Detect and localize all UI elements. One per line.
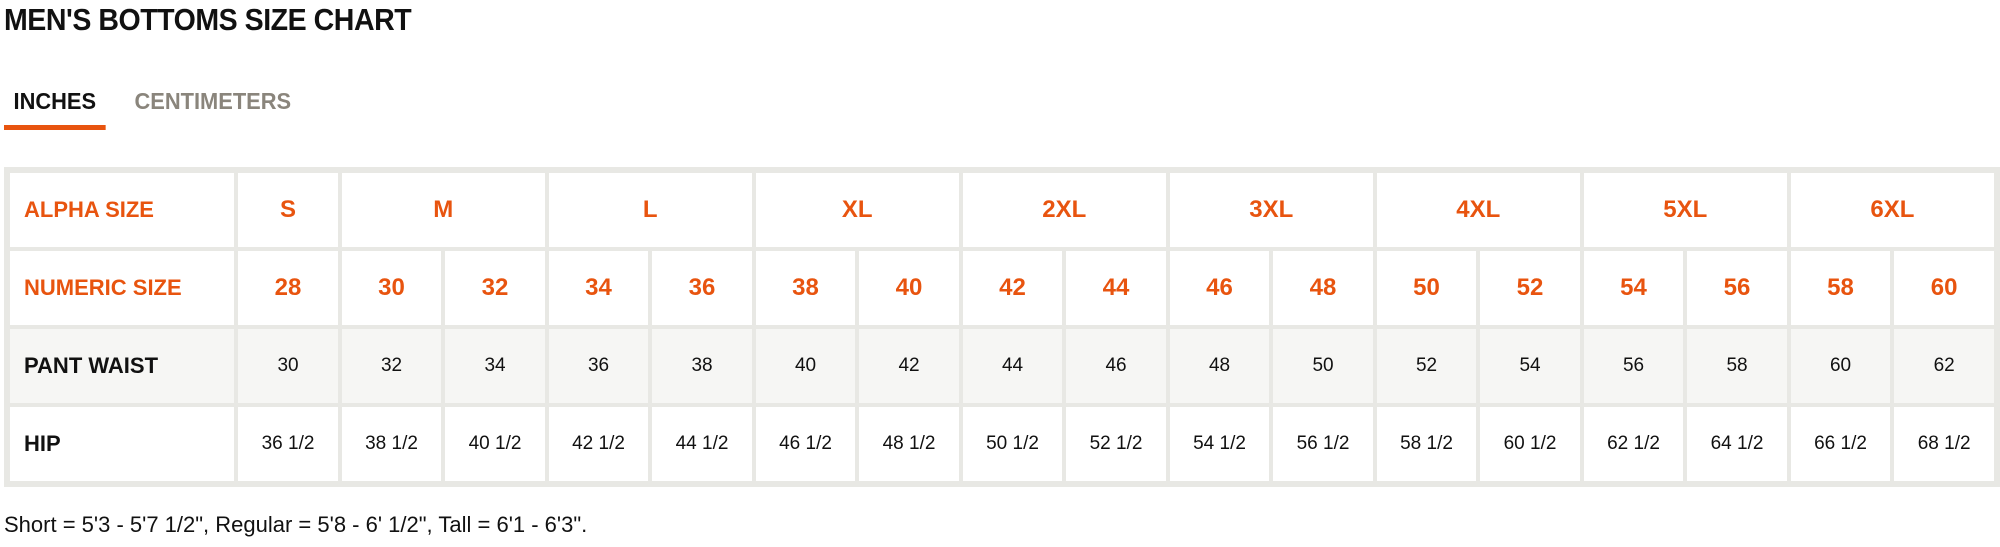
waist-cell: 62 [1894, 329, 1994, 403]
alpha-size-cell: XL [755, 173, 959, 247]
hip-cell: 54 1/2 [1169, 407, 1270, 481]
waist-cell: 58 [1687, 329, 1787, 403]
alpha-size-cell: 3XL [1169, 173, 1373, 247]
numeric-cell: 28 [238, 251, 338, 325]
pant-waist-row: PANT WAIST 30 32 34 36 38 40 42 44 46 48 50 52 54 56 58… [10, 329, 1994, 403]
numeric-cell: 60 [1894, 251, 1994, 325]
row-label: HIP [10, 407, 235, 481]
numeric-cell: 36 [652, 251, 752, 325]
hip-cell: 58 1/2 [1376, 407, 1477, 481]
row-label: NUMERIC SIZE [10, 251, 235, 325]
waist-cell: 50 [1273, 329, 1373, 403]
hip-cell: 36 1/2 [238, 407, 338, 481]
hip-cell: 52 1/2 [1066, 407, 1166, 481]
waist-cell: 42 [859, 329, 959, 403]
alpha-size-cell: S [238, 173, 338, 247]
waist-cell: 44 [962, 329, 1063, 403]
hip-cell: 42 1/2 [548, 407, 649, 481]
numeric-cell: 40 [859, 251, 959, 325]
waist-cell: 34 [445, 329, 545, 403]
hip-cell: 50 1/2 [962, 407, 1063, 481]
numeric-cell: 54 [1583, 251, 1684, 325]
hip-cell: 40 1/2 [445, 407, 545, 481]
waist-cell: 40 [755, 329, 856, 403]
numeric-cell: 50 [1376, 251, 1477, 325]
hip-cell: 62 1/2 [1583, 407, 1684, 481]
waist-cell: 32 [341, 329, 442, 403]
numeric-cell: 34 [548, 251, 649, 325]
numeric-cell: 30 [341, 251, 442, 325]
numeric-cell: 52 [1480, 251, 1580, 325]
hip-cell: 46 1/2 [755, 407, 856, 481]
numeric-cell: 42 [962, 251, 1063, 325]
size-chart-table: ALPHA SIZE S M L XL 2XL 3XL 4XL 5XL 6XL NUMERIC SI… [4, 167, 2000, 487]
hip-cell: 66 1/2 [1790, 407, 1891, 481]
hip-cell: 38 1/2 [341, 407, 442, 481]
numeric-cell: 46 [1169, 251, 1270, 325]
waist-cell: 54 [1480, 329, 1580, 403]
tab-centimeters[interactable]: CENTIMETERS [134, 88, 292, 114]
waist-cell: 36 [548, 329, 649, 403]
numeric-cell: 48 [1273, 251, 1373, 325]
numeric-cell: 38 [755, 251, 856, 325]
waist-cell: 48 [1169, 329, 1270, 403]
hip-cell: 68 1/2 [1894, 407, 1994, 481]
height-footnote: Short = 5'3 - 5'7 1/2", Regular = 5'8 - … [4, 512, 588, 537]
numeric-cell: 32 [445, 251, 545, 325]
hip-cell: 48 1/2 [859, 407, 959, 481]
waist-cell: 30 [238, 329, 338, 403]
waist-cell: 52 [1376, 329, 1477, 403]
hip-row: HIP 36 1/2 38 1/2 40 1/2 42 1/2 44 1/2 46 1/2 4… [10, 407, 1994, 481]
hip-cell: 60 1/2 [1480, 407, 1580, 481]
numeric-cell: 44 [1066, 251, 1166, 325]
tab-inches[interactable]: INCHES [4, 84, 106, 130]
waist-cell: 38 [652, 329, 752, 403]
alpha-size-cell: 4XL [1376, 173, 1580, 247]
alpha-size-cell: 5XL [1583, 173, 1787, 247]
numeric-cell: 58 [1790, 251, 1891, 325]
hip-cell: 56 1/2 [1273, 407, 1373, 481]
waist-cell: 56 [1583, 329, 1684, 403]
row-label: ALPHA SIZE [10, 173, 235, 247]
numeric-size-row: NUMERIC SIZE 28 30 32 34 36 38 40 42 44 46 48 50 52 54… [10, 251, 1994, 325]
hip-cell: 64 1/2 [1687, 407, 1787, 481]
alpha-size-row: ALPHA SIZE S M L XL 2XL 3XL 4XL 5XL 6XL [10, 173, 1994, 247]
hip-cell: 44 1/2 [652, 407, 752, 481]
alpha-size-cell: 2XL [962, 173, 1166, 247]
waist-cell: 60 [1790, 329, 1891, 403]
alpha-size-cell: 6XL [1790, 173, 1994, 247]
unit-tabs: INCHES CENTIMETERS [4, 84, 324, 130]
waist-cell: 46 [1066, 329, 1166, 403]
alpha-size-cell: M [341, 173, 545, 247]
page-title: MEN'S BOTTOMS SIZE CHART [4, 2, 412, 37]
row-label: PANT WAIST [10, 329, 235, 403]
numeric-cell: 56 [1687, 251, 1787, 325]
alpha-size-cell: L [548, 173, 752, 247]
